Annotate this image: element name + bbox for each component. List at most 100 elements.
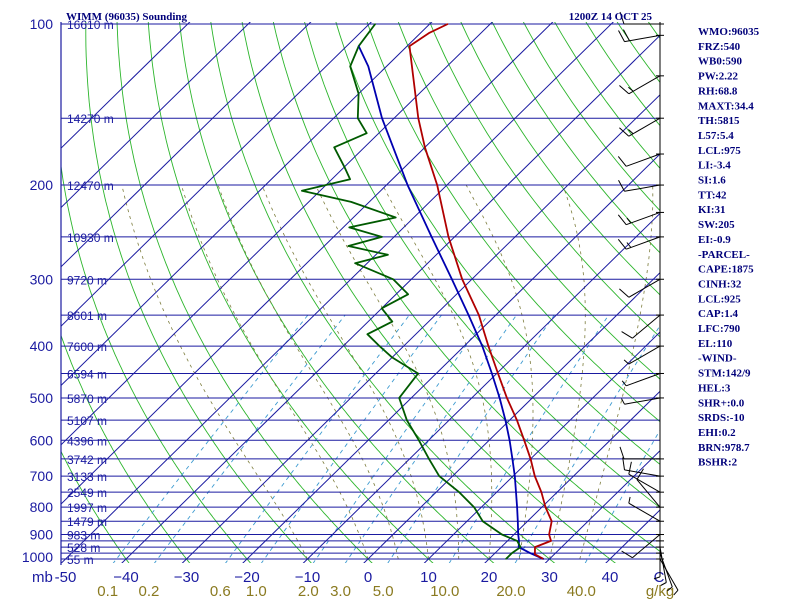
- temperature-point: [417, 117, 419, 119]
- wind-barb: [619, 446, 664, 460]
- wind-profile: [617, 11, 679, 596]
- dewpoint-point: [301, 190, 303, 192]
- parcel-point: [504, 419, 506, 421]
- index-item: LFC:790: [698, 323, 741, 335]
- index-item: SI:1.6: [698, 175, 726, 187]
- wind-barb-shaft: [626, 153, 661, 167]
- wind-barb-shaft: [624, 184, 661, 192]
- index-item: SRDS:-10: [698, 412, 745, 424]
- dry-adiabat-line: [397, 22, 660, 380]
- wind-barb-shaft: [628, 502, 661, 522]
- height-label: 12470 m: [67, 179, 114, 193]
- wind-barb-shaft: [628, 473, 661, 493]
- dewpoint-point: [406, 419, 408, 421]
- temperature-tick-label: 40: [602, 569, 619, 586]
- isotherm-line: [423, 331, 660, 563]
- dewpoint-point: [505, 558, 507, 560]
- chart-time: 1200Z 14 OCT 25: [569, 11, 653, 23]
- mixing-ratio-tick-label: 40.0: [567, 583, 596, 600]
- dry-adiabat-line: [554, 22, 660, 169]
- index-item: HEL:3: [698, 382, 731, 394]
- temperature-point: [436, 184, 438, 186]
- pressure-tick-label: 400: [30, 338, 54, 354]
- height-label: 55 m: [67, 553, 94, 567]
- wind-barb-feather: [619, 85, 630, 95]
- dewpoint-point: [349, 65, 351, 67]
- dewpoint-point: [391, 356, 393, 358]
- dry-adiabat-line: [85, 22, 312, 563]
- wind-barb-half-feather: [653, 576, 661, 580]
- mixing-ratio-line: [112, 314, 309, 563]
- pressure-tick-label: 500: [30, 390, 54, 406]
- temperature-tick-label: −30: [174, 569, 199, 586]
- dewpoint-point: [354, 262, 356, 264]
- index-item: SW:205: [698, 219, 735, 231]
- dry-adiabat-line: [491, 22, 660, 254]
- wind-barb-half-feather: [628, 129, 634, 135]
- index-item: RH:68.8: [698, 85, 738, 97]
- dewpoint-point: [347, 245, 349, 247]
- wind-barb: [618, 29, 664, 43]
- dry-adiabat-line: [335, 22, 660, 465]
- stability-indices-panel: WMO:96035 FRZ:540 WB0:590 PW:2.22 RH:68.8 MAX…: [698, 26, 760, 469]
- index-item: LCL:925: [698, 293, 741, 305]
- parcel-point: [518, 546, 520, 548]
- temperature-tick-label: −20: [234, 569, 259, 586]
- background-grid: [61, 22, 660, 563]
- height-label: 14270 m: [67, 112, 114, 126]
- index-item: BRN:978.7: [698, 442, 750, 454]
- wind-barb: [619, 278, 664, 298]
- temperature-point: [550, 540, 552, 542]
- parcel-point: [367, 65, 369, 67]
- temperature-tick-label: 20: [481, 569, 498, 586]
- wind-barb-feather: [636, 468, 644, 480]
- pressure-tick-label: 300: [30, 271, 54, 287]
- height-label: 1997 m: [67, 501, 107, 515]
- parcel-point: [481, 345, 483, 347]
- index-item: PW:2.22: [698, 71, 739, 83]
- wind-barb-half-feather: [621, 398, 625, 405]
- wind-barb-shaft: [624, 397, 661, 405]
- dewpoint-point: [398, 397, 400, 399]
- dewpoint-point: [358, 93, 360, 95]
- dewpoint-point: [519, 546, 522, 548]
- wind-barb-feather: [618, 179, 625, 192]
- temperature-point: [534, 475, 536, 477]
- wind-barb-shaft: [624, 34, 661, 43]
- index-item: WMO:96035: [698, 26, 760, 38]
- wind-barb-feather: [618, 30, 625, 42]
- dewpoint-point: [343, 166, 345, 168]
- dewpoint-point: [378, 345, 381, 347]
- mixing-ratio-tick-label: 0.6: [210, 583, 231, 600]
- height-label: 2549 m: [67, 486, 107, 500]
- mixing-ratio-tick-label: 3.0: [330, 583, 351, 600]
- index-item: FRZ:540: [698, 41, 741, 53]
- wind-barb: [628, 461, 664, 493]
- dewpoint-point: [374, 23, 376, 25]
- mixing-ratio-unit-label: g/kg: [646, 583, 674, 600]
- wind-barb: [621, 314, 664, 339]
- wind-barb-feather: [619, 446, 625, 460]
- wind-barb: [628, 496, 664, 522]
- wind-barb-feather: [622, 29, 630, 41]
- temperature-point: [540, 491, 543, 493]
- index-item: -PARCEL-: [698, 249, 750, 261]
- temperature-point: [506, 397, 508, 399]
- wind-barb-half-feather: [626, 242, 632, 248]
- index-item: BSHR:2: [698, 457, 738, 469]
- parcel-point: [499, 397, 501, 399]
- temperature-tick-label: 30: [541, 569, 558, 586]
- temperature-point: [516, 419, 518, 421]
- dry-adiabat-line: [61, 334, 191, 563]
- dewpoint-point: [381, 307, 383, 309]
- index-item: KI:31: [698, 204, 726, 216]
- height-label: 7600 m: [67, 340, 107, 354]
- temperature-trace: [408, 23, 553, 560]
- mixing-ratio-tick-label: 2.0: [298, 583, 319, 600]
- dry-adiabat-line: [61, 450, 130, 563]
- isotherm-line: [363, 272, 660, 563]
- wind-barb-feather: [621, 550, 633, 559]
- isotherm-line: [61, 22, 251, 209]
- isotherm-line: [484, 390, 660, 563]
- temperature-tick-label: 10: [420, 569, 437, 586]
